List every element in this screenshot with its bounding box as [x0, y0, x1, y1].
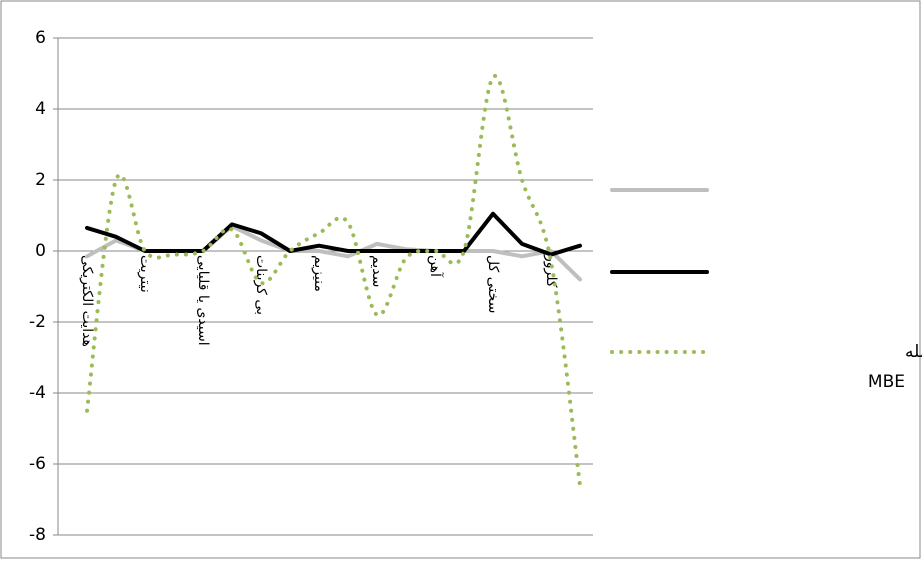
x-tick-label: اسیدی یا قلیایی	[195, 255, 211, 346]
y-tick-label: -8	[29, 525, 46, 545]
x-tick-label: بی کربنات	[253, 255, 269, 315]
y-tick-label: 2	[35, 170, 46, 190]
series-line	[85, 74, 582, 488]
legend-label: وزن دهی معکوس فاصلهMBE	[868, 342, 922, 392]
x-tick-label: سختی کل	[485, 255, 501, 313]
y-tick-label: -6	[29, 454, 46, 474]
series-line	[85, 211, 582, 257]
y-tick-label: 6	[35, 28, 46, 48]
x-tick-label: منیزیم	[311, 255, 327, 292]
x-tick-label: سدیم	[369, 255, 385, 287]
y-tick-label: 4	[35, 99, 46, 119]
y-tick-label: 0	[35, 241, 46, 261]
x-tick-label: آهن	[427, 255, 444, 278]
x-tick-label: هدایت الکتریکی	[79, 255, 95, 347]
x-tick-label: نیتریت	[137, 255, 153, 293]
y-tick-label: -4	[29, 383, 46, 403]
y-tick-label: -2	[29, 312, 46, 332]
x-tick-label: کلرور	[543, 254, 559, 288]
